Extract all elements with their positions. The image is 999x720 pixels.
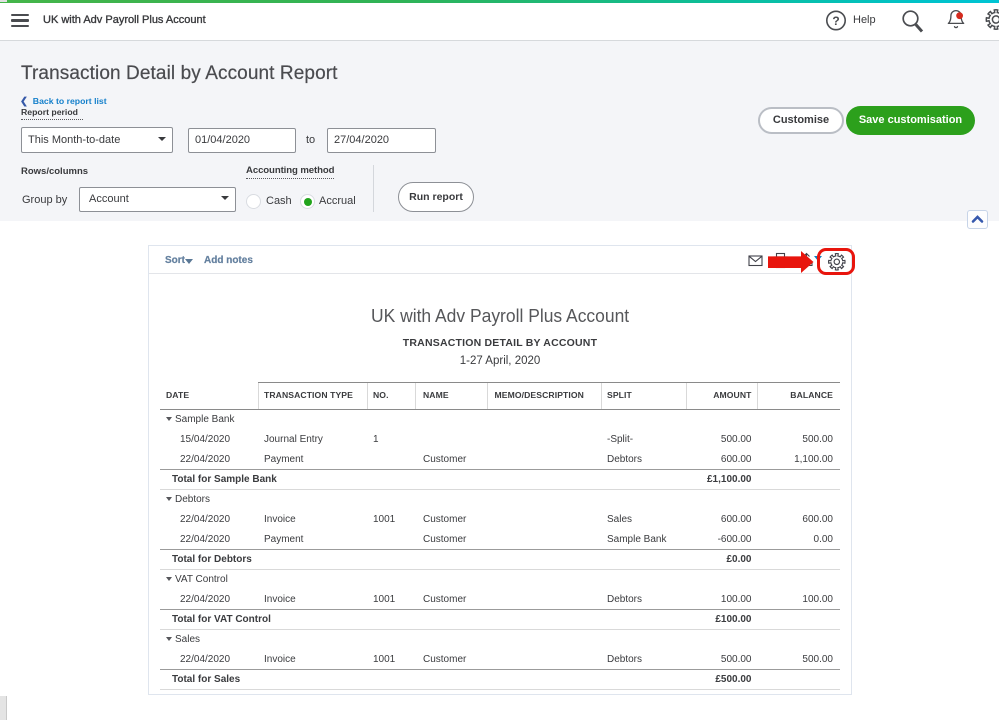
svg-text:?: ? bbox=[832, 14, 839, 28]
